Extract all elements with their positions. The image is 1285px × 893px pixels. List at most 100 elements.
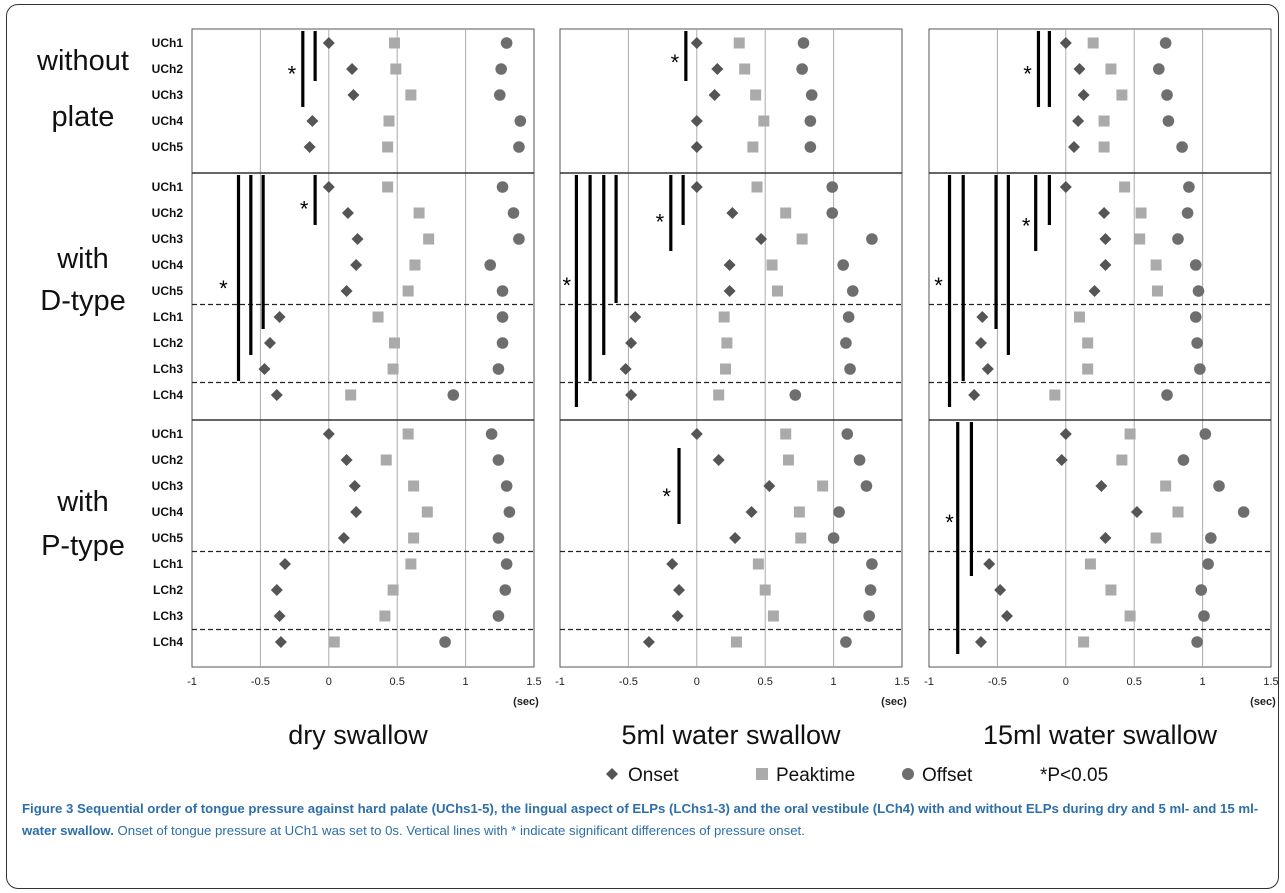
legend-peaktime-label: Peaktime [776, 765, 855, 786]
onset-point [340, 454, 353, 466]
onset-point [729, 532, 742, 544]
onset-point [625, 389, 638, 401]
onset-point [350, 259, 363, 271]
peaktime-point [713, 389, 725, 401]
onset-point [712, 454, 725, 466]
x-tick-label: -0.5 [988, 676, 1007, 688]
figure-caption: Figure 3 Sequential order of tongue pres… [22, 798, 1267, 842]
significance-star: * [288, 62, 297, 87]
channel-label: UCh2 [152, 453, 184, 467]
x-tick-label: -1 [187, 676, 197, 688]
offset-point [1172, 233, 1184, 245]
peaktime-point [402, 285, 414, 297]
offset-point [837, 259, 849, 271]
onset-point [351, 233, 364, 245]
peaktime-point [390, 63, 402, 75]
offset-point [1213, 480, 1225, 492]
peaktime-point [402, 428, 414, 440]
legend-offset-marker [902, 768, 914, 780]
channel-label: UCh1 [152, 180, 184, 194]
offset-point [492, 454, 505, 466]
peaktime-point [328, 636, 340, 648]
onset-point [723, 259, 736, 271]
onset-point [274, 636, 287, 648]
onset-point [270, 389, 283, 401]
offset-point [1199, 428, 1212, 440]
channel-label: UCh1 [152, 427, 184, 441]
offset-point [1189, 311, 1202, 323]
offset-point [804, 141, 817, 153]
peaktime-point [1084, 558, 1096, 570]
offset-point [841, 428, 854, 440]
peaktime-point [1105, 584, 1117, 596]
onset-point [306, 115, 319, 127]
panel-frame-w15 [928, 28, 1272, 668]
offset-point [1181, 207, 1194, 219]
onset-point [708, 89, 721, 101]
onset-point [322, 181, 335, 193]
channel-label: LCh3 [153, 362, 183, 376]
offset-point [500, 37, 513, 49]
offset-point [484, 259, 497, 271]
offset-point [492, 610, 505, 622]
offset-point [842, 311, 855, 323]
onset-point [1073, 63, 1086, 75]
peaktime-point [772, 285, 784, 297]
significance-star: * [219, 276, 228, 301]
offset-point [804, 115, 817, 127]
offset-point [1202, 558, 1214, 570]
onset-point [642, 636, 655, 648]
peaktime-point [1119, 181, 1131, 193]
channel-label: LCh4 [153, 388, 183, 402]
offset-point [827, 532, 840, 544]
offset-point [866, 233, 878, 245]
offset-point [513, 141, 525, 153]
x-tick-label: -1 [924, 676, 934, 688]
caption-rest: Onset of tongue pressure at UCh1 was set… [113, 823, 805, 838]
onset-point [1059, 428, 1072, 440]
onset-point [974, 636, 987, 648]
offset-point [514, 115, 527, 127]
peaktime-point [1116, 454, 1128, 466]
peaktime-point [383, 115, 395, 127]
onset-point [994, 584, 1007, 596]
row-label-line2: plate [52, 101, 115, 133]
peaktime-point [782, 454, 794, 466]
offset-point [492, 363, 505, 375]
onset-point [1099, 233, 1112, 245]
peaktime-point [1160, 480, 1172, 492]
offset-point [496, 181, 509, 193]
channel-label: LCh1 [153, 310, 183, 324]
offset-point [826, 207, 839, 219]
peaktime-point [388, 337, 400, 349]
peaktime-point [817, 480, 829, 492]
onset-point [1130, 506, 1143, 518]
onset-point [690, 181, 703, 193]
channel-label: LCh3 [153, 609, 183, 623]
x-tick-label: -0.5 [251, 676, 270, 688]
onset-point [1000, 610, 1013, 622]
peaktime-point [780, 428, 792, 440]
peaktime-point [423, 233, 435, 245]
onset-point [348, 480, 361, 492]
onset-point [673, 584, 686, 596]
onset-point [322, 428, 335, 440]
x-tick-label: 1 [831, 676, 837, 688]
offset-point [1195, 584, 1208, 596]
onset-point [974, 337, 987, 349]
offset-point [492, 532, 505, 544]
offset-point [860, 480, 873, 492]
row-label-line1: with [56, 486, 109, 518]
channel-label: UCh4 [152, 114, 184, 128]
onset-point [1072, 115, 1085, 127]
offset-point [1198, 610, 1210, 622]
channel-label: UCh4 [152, 258, 184, 272]
offset-point [496, 337, 509, 349]
peaktime-point [405, 558, 417, 570]
onset-point [690, 428, 703, 440]
x-tick-label: 0 [326, 676, 332, 688]
onset-point [726, 207, 739, 219]
significance-star: * [934, 273, 943, 298]
peaktime-point [1049, 389, 1061, 401]
onset-point [983, 558, 996, 570]
